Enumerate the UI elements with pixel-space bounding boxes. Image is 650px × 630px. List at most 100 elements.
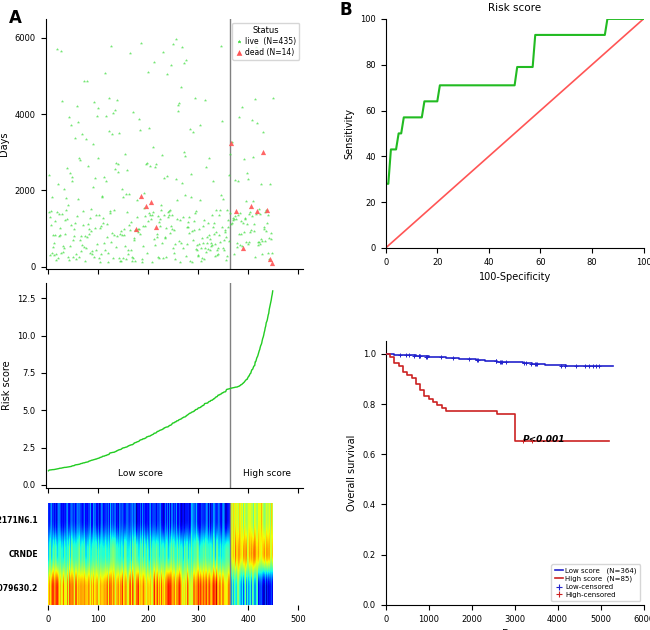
Point [259,222,269,232]
Point [214,205,225,215]
Point [144,123,154,133]
Point [217,115,228,125]
Point [68,224,79,234]
Point [176,42,187,52]
Point [172,195,183,205]
Point [252,237,263,247]
Point [64,255,74,265]
Point [148,57,159,67]
Point [48,251,58,261]
Point [231,207,241,217]
Point [107,108,118,118]
Point [200,243,211,253]
Point [180,190,190,200]
Point [50,231,60,241]
Point [248,226,259,236]
Point [70,254,81,264]
Point [157,47,168,57]
Point [124,48,135,58]
X-axis label: 100-Specificity: 100-Specificity [478,272,551,282]
Point [187,257,197,267]
Point [90,173,100,183]
Point [148,142,158,152]
Point [131,212,142,222]
Point [133,227,143,237]
Point [232,242,242,252]
Point [101,232,112,242]
Point [181,251,191,261]
Point [131,224,141,234]
Point [265,254,276,264]
Point [60,215,70,225]
Point [265,178,275,188]
Point [142,67,153,77]
Point [251,209,261,219]
Point [179,151,190,161]
Point [209,229,219,239]
Point [116,184,127,194]
Point [121,254,131,264]
Point [218,243,228,253]
Point [213,210,224,220]
Point [120,149,130,159]
Point [234,112,244,122]
Point [202,232,212,242]
Point [246,201,256,211]
Point [222,251,232,261]
Point [162,69,172,79]
Point [141,159,151,169]
Point [233,176,243,186]
Point [146,210,157,220]
Point [263,210,273,220]
Point [239,154,250,164]
Point [170,254,180,264]
Point [210,239,220,249]
Point [161,223,172,233]
Point [87,182,98,192]
Point [66,173,77,183]
Point [216,190,226,200]
Point [105,42,116,52]
Point [109,205,119,215]
Point [103,93,114,103]
Point [62,200,73,210]
Point [61,193,72,203]
Point [85,226,96,236]
Point [195,195,205,205]
Point [148,207,159,217]
Point [159,210,169,220]
Point [250,94,260,105]
Point [77,129,87,139]
Point [104,126,114,136]
Point [266,228,276,238]
Point [156,205,166,215]
Point [151,231,162,241]
Point [109,230,119,240]
Point [233,210,243,220]
Point [175,215,185,225]
Point [135,125,146,135]
Point [44,207,54,217]
Point [189,225,200,235]
Point [145,210,155,220]
Point [80,231,90,241]
Point [170,34,181,44]
Point [220,226,230,236]
Point [122,249,133,259]
Point [183,212,194,222]
Point [209,218,219,228]
Point [235,208,245,218]
Point [72,211,83,221]
Legend: live  (N=435), dead (N=14): live (N=435), dead (N=14) [232,23,300,60]
Point [94,210,104,220]
Point [44,170,54,180]
Point [187,234,198,244]
Point [164,210,174,220]
Point [46,220,56,230]
Point [205,245,215,255]
Point [96,192,107,202]
Point [198,238,208,248]
Point [205,238,216,248]
Point [252,118,262,128]
Point [119,224,129,234]
